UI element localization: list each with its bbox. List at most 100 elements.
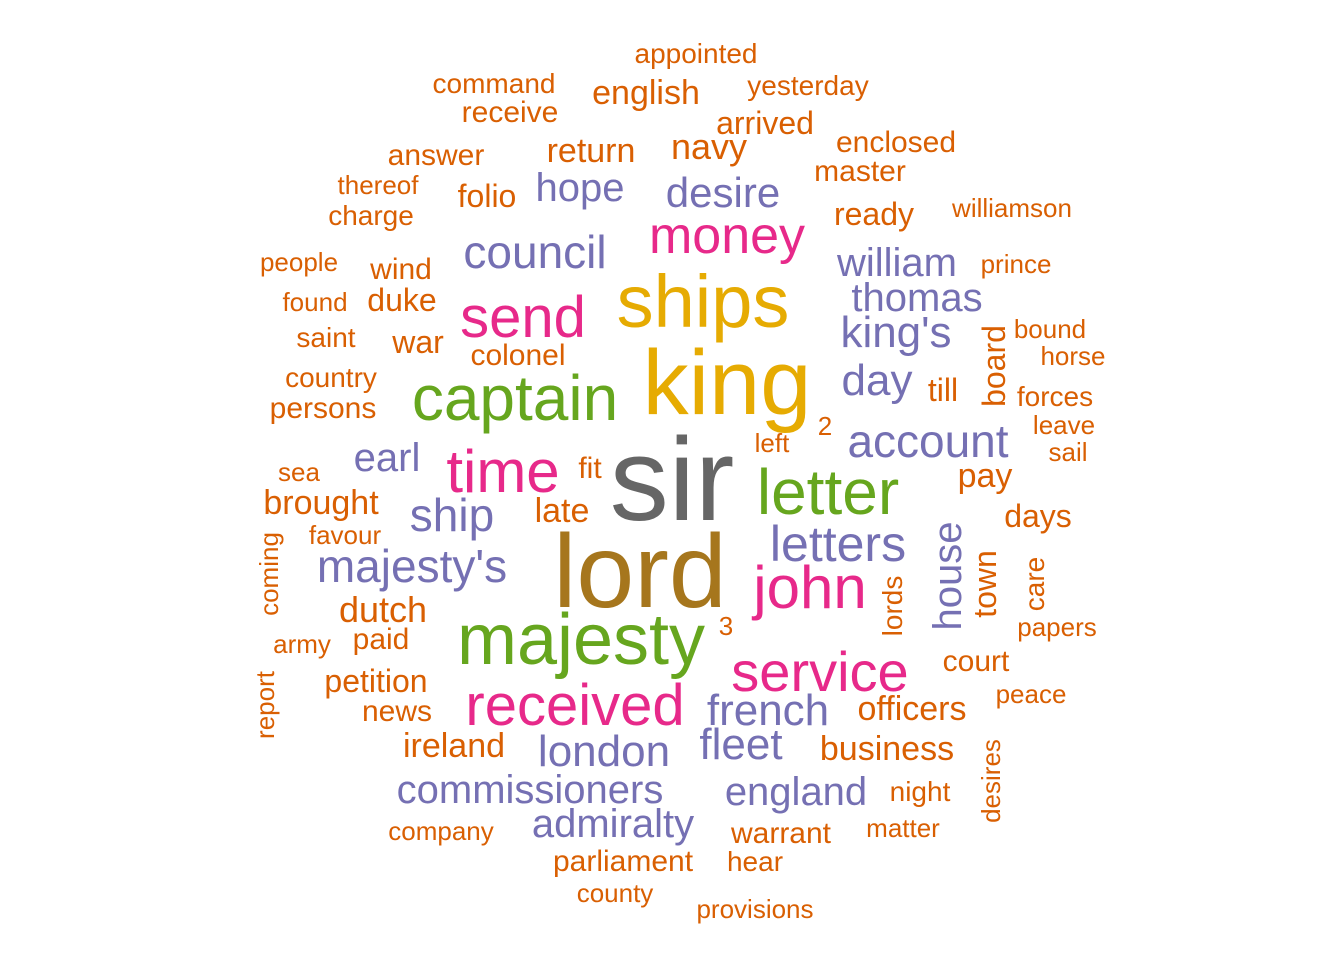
word-business: business [819,730,955,768]
word-letter: letter [756,456,900,528]
word-london: london [537,727,671,776]
word-coming: coming [254,532,284,616]
word-desires: desires [976,739,1006,823]
word-peace: peace [995,679,1067,709]
word-paid: paid [352,623,410,656]
word-saint: saint [296,322,356,353]
word-english: english [592,74,700,112]
word-majesty: majesty [456,600,706,680]
word-pay: pay [957,457,1013,495]
word-army: army [273,629,331,659]
word-officers: officers [857,690,967,728]
word-matter: matter [866,813,940,843]
word-letters: letters [769,516,907,572]
word-parliament: parliament [552,845,694,878]
word-england: england [724,770,868,814]
word-found: found [282,287,348,317]
word-majesty-s: majesty's [316,540,508,592]
word-command: command [432,68,556,99]
word-ships: ships [616,260,790,343]
word-send: send [460,285,586,350]
word-colonel: colonel [470,339,566,372]
word-board: board [976,325,1012,407]
word-sir: sir [609,414,735,546]
word-till: till [927,372,959,408]
word-council: council [463,226,607,278]
word-charge: charge [328,200,414,231]
word-care: care [1019,556,1050,612]
word-persons: persons [269,392,377,425]
word-john: john [753,554,867,621]
word-return: return [546,132,636,170]
word-late: late [534,492,590,530]
word-night: night [889,776,951,807]
word-king-s: king's [840,308,952,357]
word-answer: answer [387,139,485,172]
word-sail: sail [1048,437,1088,467]
word-petition: petition [324,663,428,699]
word-provisions: provisions [696,894,814,924]
word-court: court [942,645,1010,678]
word-enclosed: enclosed [835,126,957,159]
word-commissioners: commissioners [396,768,664,812]
word-navy: navy [670,126,748,167]
word-house: house [926,521,970,631]
word-town: town [967,550,1003,618]
word-report: report [250,671,280,739]
word-bound: bound [1013,314,1087,344]
word-brought: brought [263,484,379,522]
word-lord: lord [553,514,727,630]
word-time: time [446,438,560,505]
word-received: received [465,673,685,738]
word-left: left [754,428,790,458]
word-yesterday: yesterday [747,70,869,101]
word-news: news [361,695,433,728]
word-folio: folio [457,178,517,214]
word-warrant: warrant [730,817,832,850]
word-lords: lords [877,575,908,637]
word-war: war [392,324,444,360]
word-money: money [648,207,806,265]
word-williamson: williamson [952,193,1072,223]
word-thereof: thereof [337,170,419,200]
word-fit: fit [578,452,602,485]
word-ireland: ireland [402,727,506,765]
word-favour: favour [308,520,382,550]
word-papers: papers [1017,612,1097,642]
word-admiralty: admiralty [531,802,695,846]
word-thomas: thomas [851,276,983,320]
word-forces: forces [1016,381,1094,412]
word-hope: hope [535,166,625,210]
word-king: king [642,332,812,434]
word-account: account [847,415,1009,467]
word-earl: earl [353,436,421,480]
word-company: company [388,816,494,846]
word-service: service [731,640,909,703]
word-dutch: dutch [338,589,428,630]
word-country: country [285,362,377,393]
word-ship: ship [409,489,495,541]
word-county: county [576,878,654,908]
word-days: days [1004,498,1072,534]
word-fleet: fleet [699,720,783,769]
word-leave: leave [1032,410,1096,440]
word-duke: duke [367,282,437,318]
word-master: master [814,155,906,188]
word-3: 3 [718,611,734,641]
word-day: day [841,356,913,405]
word-horse: horse [1040,341,1106,371]
word-wind: wind [370,253,432,286]
word-people: people [259,247,339,277]
word-receive: receive [461,96,559,129]
word-2: 2 [817,411,833,441]
word-arrived: arrived [716,105,814,141]
word-appointed: appointed [634,38,758,69]
word-sea: sea [278,457,320,487]
word-french: french [706,686,830,735]
word-captain: captain [411,362,619,434]
word-william: william [837,241,957,285]
word-desire: desire [665,169,781,216]
word-prince: prince [980,249,1052,279]
word-hear: hear [726,846,784,877]
